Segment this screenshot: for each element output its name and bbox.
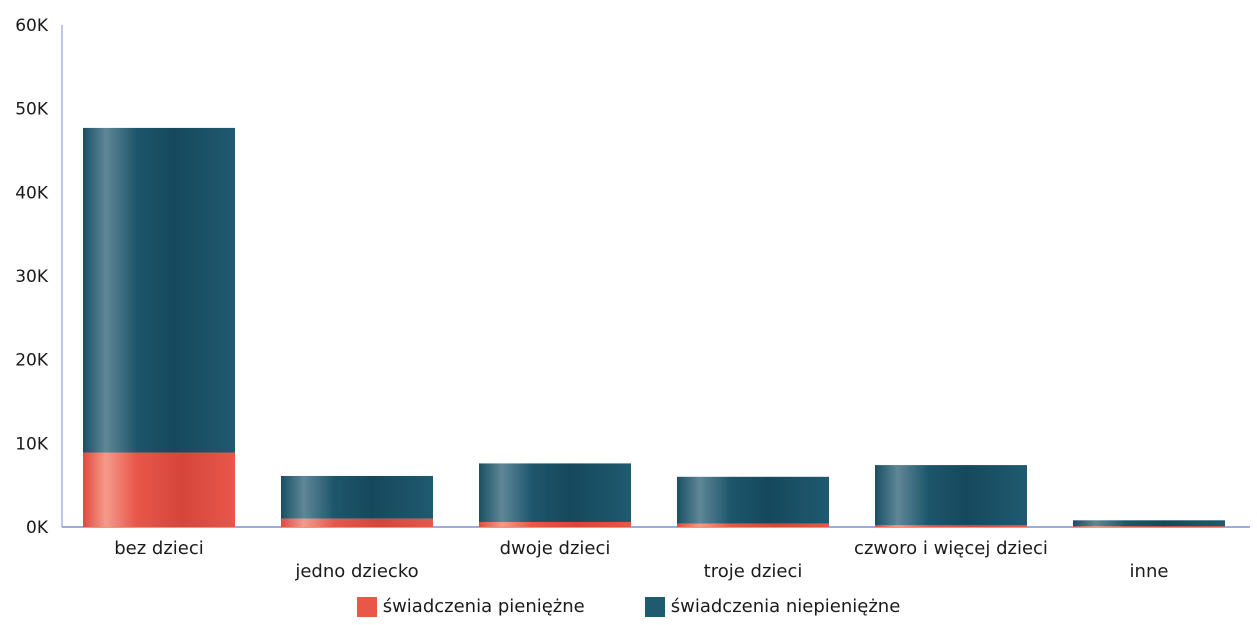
bar-segment-noncash-5[interactable] xyxy=(875,465,1027,526)
x-tick-label: bez dzieci xyxy=(114,538,204,559)
bar-segment-noncash-2[interactable] xyxy=(281,475,433,519)
legend: świadczenia pieniężne świadczenia niepie… xyxy=(0,596,1257,617)
legend-swatch-noncash xyxy=(644,596,665,617)
bar-segment-noncash-1[interactable] xyxy=(83,127,235,453)
bar-segment-noncash-4[interactable] xyxy=(677,476,829,524)
y-tick-label: 60K xyxy=(15,16,49,36)
bar-segment-cash-3[interactable] xyxy=(479,521,631,527)
bar-segment-noncash-3[interactable] xyxy=(479,463,631,522)
bar-segment-noncash-6[interactable] xyxy=(1073,520,1225,527)
legend-swatch-cash xyxy=(356,596,377,617)
bar-segment-cash-2[interactable] xyxy=(281,518,433,527)
legend-item-cash[interactable]: świadczenia pieniężne xyxy=(356,596,585,617)
y-tick-label: 30K xyxy=(15,267,49,287)
x-tick-label: troje dzieci xyxy=(704,561,803,582)
legend-item-noncash[interactable]: świadczenia niepieniężne xyxy=(644,596,901,617)
x-tick-label: dwoje dzieci xyxy=(500,538,611,559)
bars-group xyxy=(83,127,1225,528)
bar-segment-cash-6[interactable] xyxy=(1073,526,1225,528)
legend-label-noncash: świadczenia niepieniężne xyxy=(670,596,901,617)
y-tick-label: 20K xyxy=(15,351,49,371)
y-axis-ticks: 0K 10K 20K 30K 40K 50K 60K xyxy=(15,16,49,538)
x-tick-label: inne xyxy=(1130,561,1169,582)
y-tick-label: 10K xyxy=(15,434,49,454)
y-tick-label: 0K xyxy=(26,518,49,538)
x-tick-label: jedno dziecko xyxy=(294,561,418,582)
bar-segment-cash-1[interactable] xyxy=(83,452,235,527)
bar-segment-cash-5[interactable] xyxy=(875,525,1027,527)
legend-label-cash: świadczenia pieniężne xyxy=(382,596,585,617)
x-axis-labels: bez dzieci jedno dziecko dwoje dzieci troje… xyxy=(114,538,1168,582)
x-tick-label: czworo i więcej dzieci xyxy=(854,538,1048,559)
bar-segment-cash-4[interactable] xyxy=(677,523,829,527)
y-tick-label: 40K xyxy=(15,183,49,203)
y-tick-label: 50K xyxy=(15,100,49,120)
